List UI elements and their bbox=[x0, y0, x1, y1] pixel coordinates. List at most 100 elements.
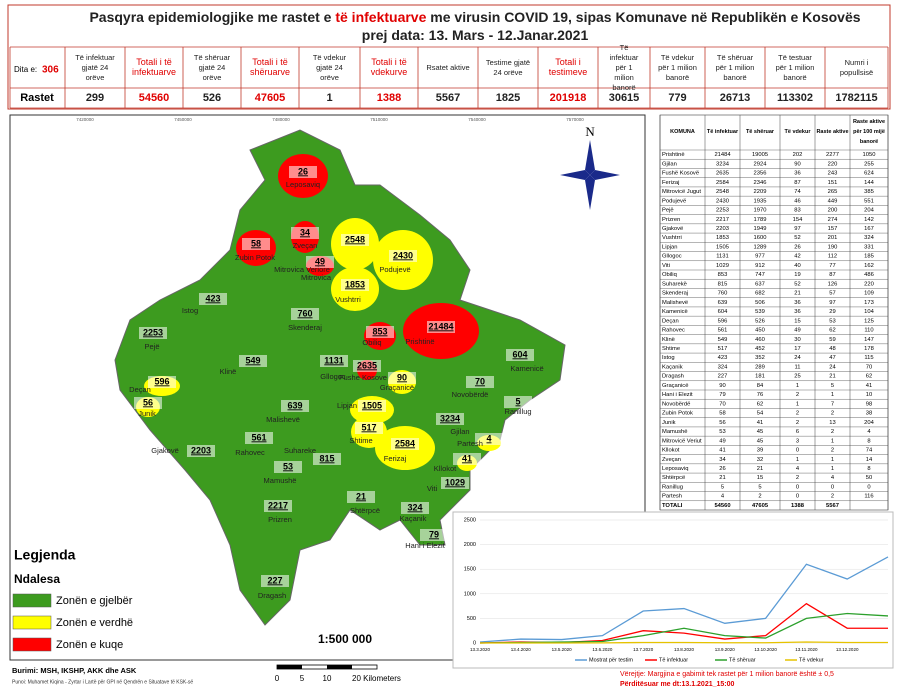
legend-label: Të vdekur bbox=[799, 657, 824, 663]
table-cell: 62 bbox=[829, 328, 835, 334]
table-cell: 2 bbox=[796, 420, 799, 426]
table-cell: 4 bbox=[796, 466, 800, 472]
municipality-count: 604 bbox=[512, 349, 527, 359]
table-cell: 144 bbox=[864, 180, 874, 186]
column-header: Totali i të shëruarve bbox=[250, 57, 290, 77]
table-cell: 162 bbox=[864, 263, 874, 269]
municipality: 517 Shtime bbox=[349, 422, 383, 445]
y-tick-label: 500 bbox=[467, 616, 476, 622]
table-cell: 98 bbox=[866, 401, 872, 407]
municipality-name: Istog bbox=[182, 306, 198, 315]
table-header: KOMUNA bbox=[670, 129, 695, 135]
table-header: Raste aktive për 100 mijë banorë bbox=[853, 119, 885, 145]
table-cell: 54 bbox=[757, 411, 764, 417]
table-cell: 90 bbox=[719, 383, 725, 389]
municipality-count: 517 bbox=[361, 422, 376, 432]
table-cell: 0 bbox=[831, 484, 834, 490]
municipality-name: Mitrovica Veriore bbox=[274, 265, 330, 274]
municipality-name: Podujevë bbox=[379, 265, 410, 274]
table-cell: Kaçanik bbox=[662, 364, 683, 370]
table-cell: 181 bbox=[755, 374, 765, 380]
table-cell: 1949 bbox=[754, 226, 767, 232]
municipality-count: 2253 bbox=[143, 327, 163, 337]
table-cell: 624 bbox=[864, 171, 874, 177]
scale-label: 10 bbox=[323, 674, 332, 683]
table-cell: 2924 bbox=[754, 161, 768, 167]
municipality-name: Shtime bbox=[349, 436, 372, 445]
table-cell: 604 bbox=[718, 309, 728, 315]
table-cell: 76 bbox=[757, 392, 763, 398]
legend-label: Zonën e gjelbër bbox=[56, 595, 133, 607]
table-cell: 41 bbox=[719, 448, 725, 454]
note: Vërejtje: Margjina e gabimit tek rastet … bbox=[620, 671, 834, 678]
table-cell: 1289 bbox=[754, 244, 767, 250]
column-header: Testime gjatë 24 orëve bbox=[486, 58, 530, 77]
table-cell: Viti bbox=[662, 263, 670, 269]
table-cell: 1 bbox=[831, 392, 834, 398]
municipality: 227 Dragash bbox=[258, 575, 289, 600]
table-cell: 1 bbox=[796, 383, 799, 389]
table-cell: 2 bbox=[831, 411, 834, 417]
y-tick-label: 1500 bbox=[464, 567, 476, 573]
municipality: 2430 Podujevë bbox=[379, 250, 417, 274]
municipality-name: Deçan bbox=[129, 385, 151, 394]
municipality-count: 4 bbox=[486, 433, 491, 443]
column-value: 5567 bbox=[436, 92, 460, 104]
municipality-count: 2217 bbox=[268, 500, 288, 510]
row-label: Rastet bbox=[20, 92, 54, 104]
table-cell: Mitrovicë Veriut bbox=[662, 438, 702, 444]
table-cell: Ferizaj bbox=[662, 180, 679, 186]
count-box bbox=[436, 413, 464, 425]
municipality-count: 1131 bbox=[324, 355, 344, 365]
column-value: 1825 bbox=[496, 92, 520, 104]
municipality-count: 21 bbox=[356, 491, 366, 501]
count-box bbox=[427, 321, 455, 333]
count-box bbox=[274, 461, 302, 473]
table-cell: Lipjan bbox=[662, 244, 677, 250]
table-cell: Zveçan bbox=[662, 457, 681, 463]
count-box bbox=[239, 355, 267, 367]
table-cell: 0 bbox=[796, 484, 799, 490]
table-cell: 14 bbox=[866, 457, 873, 463]
table-cell: 45 bbox=[757, 429, 763, 435]
municipality-count: 70 bbox=[475, 376, 485, 386]
table-header: Të shëruar bbox=[746, 129, 775, 135]
table-cell: 274 bbox=[828, 217, 838, 223]
title-highlight: të infektuarve bbox=[335, 9, 427, 25]
count-box bbox=[504, 396, 532, 408]
table-cell: 126 bbox=[828, 281, 838, 287]
count-box bbox=[148, 376, 176, 388]
table-cell: 977 bbox=[755, 254, 765, 260]
table-cell: 56 bbox=[719, 420, 725, 426]
count-box bbox=[506, 349, 534, 361]
count-box bbox=[389, 250, 417, 262]
table-cell: 5567 bbox=[826, 503, 839, 509]
grid-coordinate: 7480000 bbox=[272, 117, 290, 122]
municipality: 324 Kaçanik bbox=[400, 502, 429, 523]
north-label: N bbox=[585, 124, 595, 139]
table-cell: 34 bbox=[719, 457, 726, 463]
table-cell: 2217 bbox=[716, 217, 729, 223]
table-cell: 48 bbox=[829, 346, 835, 352]
scale-bar bbox=[276, 664, 378, 670]
table-cell: 36 bbox=[794, 300, 800, 306]
column-value: 47605 bbox=[255, 92, 286, 104]
table-cell: 45 bbox=[757, 438, 763, 444]
table-cell: 2584 bbox=[716, 180, 730, 186]
table-cell: 157 bbox=[828, 226, 838, 232]
table-cell: 104 bbox=[864, 309, 874, 315]
municipality: 1853 Vushtrri bbox=[335, 279, 369, 304]
series-line bbox=[479, 612, 889, 644]
municipality-count: 56 bbox=[143, 397, 153, 407]
table-cell: 46 bbox=[794, 198, 800, 204]
scale-label: 5 bbox=[300, 674, 305, 683]
table-cell: 220 bbox=[864, 281, 874, 287]
municipality-name: Malishevë bbox=[266, 415, 300, 424]
table-cell: 1029 bbox=[716, 263, 729, 269]
municipality: 760 Skenderaj bbox=[288, 308, 322, 332]
count-box bbox=[358, 400, 386, 412]
grid-coordinate: 7570000 bbox=[566, 117, 584, 122]
municipality: 41 Kllokot bbox=[434, 453, 481, 473]
